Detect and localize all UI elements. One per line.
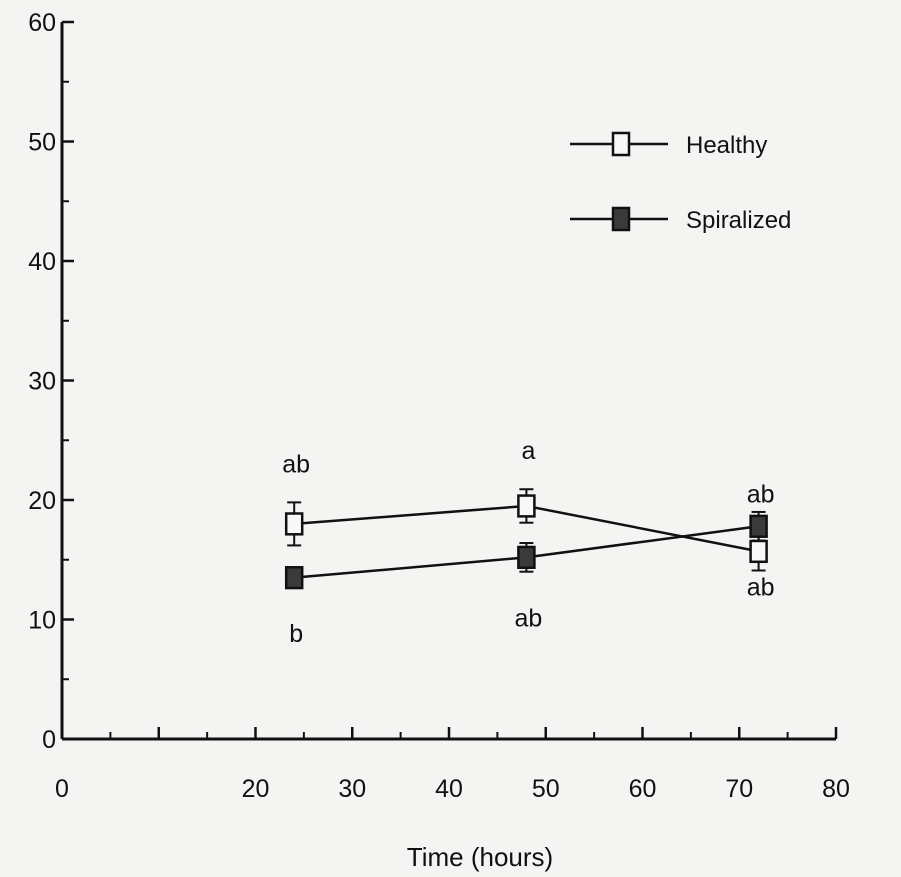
- x-tick-label: 70: [725, 775, 753, 803]
- x-tick-label: 80: [822, 775, 850, 803]
- legend-entry-healthy: Healthy: [570, 131, 767, 159]
- legend-entry-spiralized: Spiralized: [570, 206, 791, 234]
- y-tick-label: 40: [28, 248, 56, 276]
- series-spiralized: b ab ab: [284, 510, 775, 648]
- legend-marker: [611, 131, 631, 157]
- data-point: [284, 512, 304, 536]
- data-point: [517, 494, 536, 518]
- significance-letter: a: [521, 437, 535, 465]
- x-tick-label: 0: [55, 775, 69, 803]
- y-tick-label: 60: [28, 9, 56, 37]
- axes: 0 10 20 30 40 50 60 0 20 30 40 50 60 70 80: [28, 9, 850, 803]
- significance-letter: ab: [282, 450, 310, 478]
- y-tick-label: 20: [28, 487, 56, 515]
- y-tick-label: 50: [28, 129, 56, 157]
- x-tick-label: 20: [242, 775, 270, 803]
- y-tick-label: 30: [28, 368, 56, 396]
- data-point: [517, 545, 536, 570]
- x-tick-label: 50: [532, 775, 560, 803]
- series-layer: ab a ab b ab ab: [282, 437, 774, 648]
- x-tick-label: 60: [629, 775, 657, 803]
- x-tick-label: 30: [338, 775, 366, 803]
- legend: Healthy Spiralized: [570, 131, 791, 234]
- significance-letter: ab: [514, 605, 542, 633]
- significance-letter: ab: [747, 574, 775, 602]
- data-point: [284, 566, 304, 590]
- data-point: [749, 514, 768, 538]
- x-tick-label: 40: [435, 775, 463, 803]
- y-tick-label: 10: [28, 607, 56, 635]
- data-point: [749, 539, 768, 564]
- significance-letter: ab: [747, 480, 775, 508]
- legend-label: Spiralized: [686, 207, 791, 234]
- legend-marker: [611, 206, 631, 232]
- significance-letter: b: [289, 620, 303, 648]
- x-axis-title: Time (hours): [407, 842, 553, 872]
- legend-label: Healthy: [686, 132, 767, 159]
- y-tick-label: 0: [42, 726, 56, 754]
